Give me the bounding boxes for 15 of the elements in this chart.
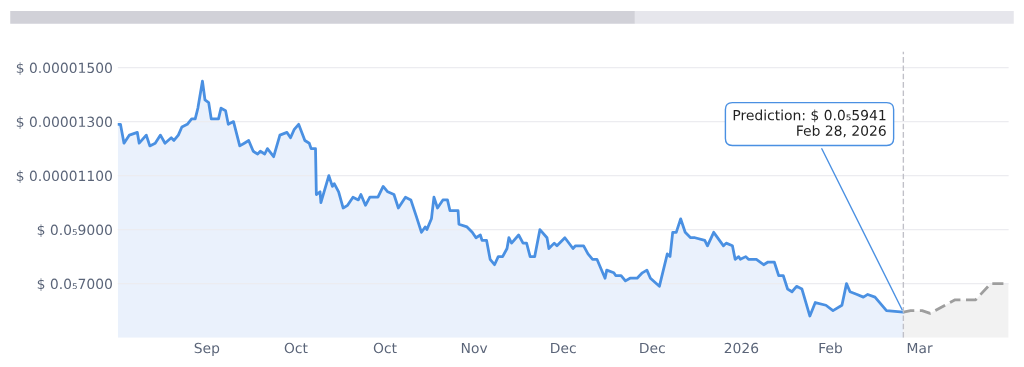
y-tick-label: $ 0.00001300 [16, 116, 112, 129]
x-tick-label: Feb [819, 342, 842, 354]
y-tick-label: $ 0.00001100 [16, 170, 112, 183]
y-tick-label: $ 0.00001500 [16, 62, 112, 75]
x-tick-label: 2026 [724, 342, 759, 354]
x-tick-label: Dec [640, 342, 665, 354]
x-tick-label: Oct [284, 342, 308, 354]
y-tick-label: $ 0.0₅9000 [37, 224, 112, 237]
x-tick-label: Oct [373, 342, 397, 354]
y-tick-label: $ 0.0₅7000 [37, 278, 112, 291]
annotation: Prediction: $ 0.0₅5941 Feb 28, 2026 [733, 109, 886, 138]
x-tick-label: Nov [461, 342, 488, 354]
x-tick-label: Mar [907, 342, 933, 354]
x-tick-label: Dec [551, 342, 576, 354]
x-tick-label: Sep [194, 342, 220, 356]
